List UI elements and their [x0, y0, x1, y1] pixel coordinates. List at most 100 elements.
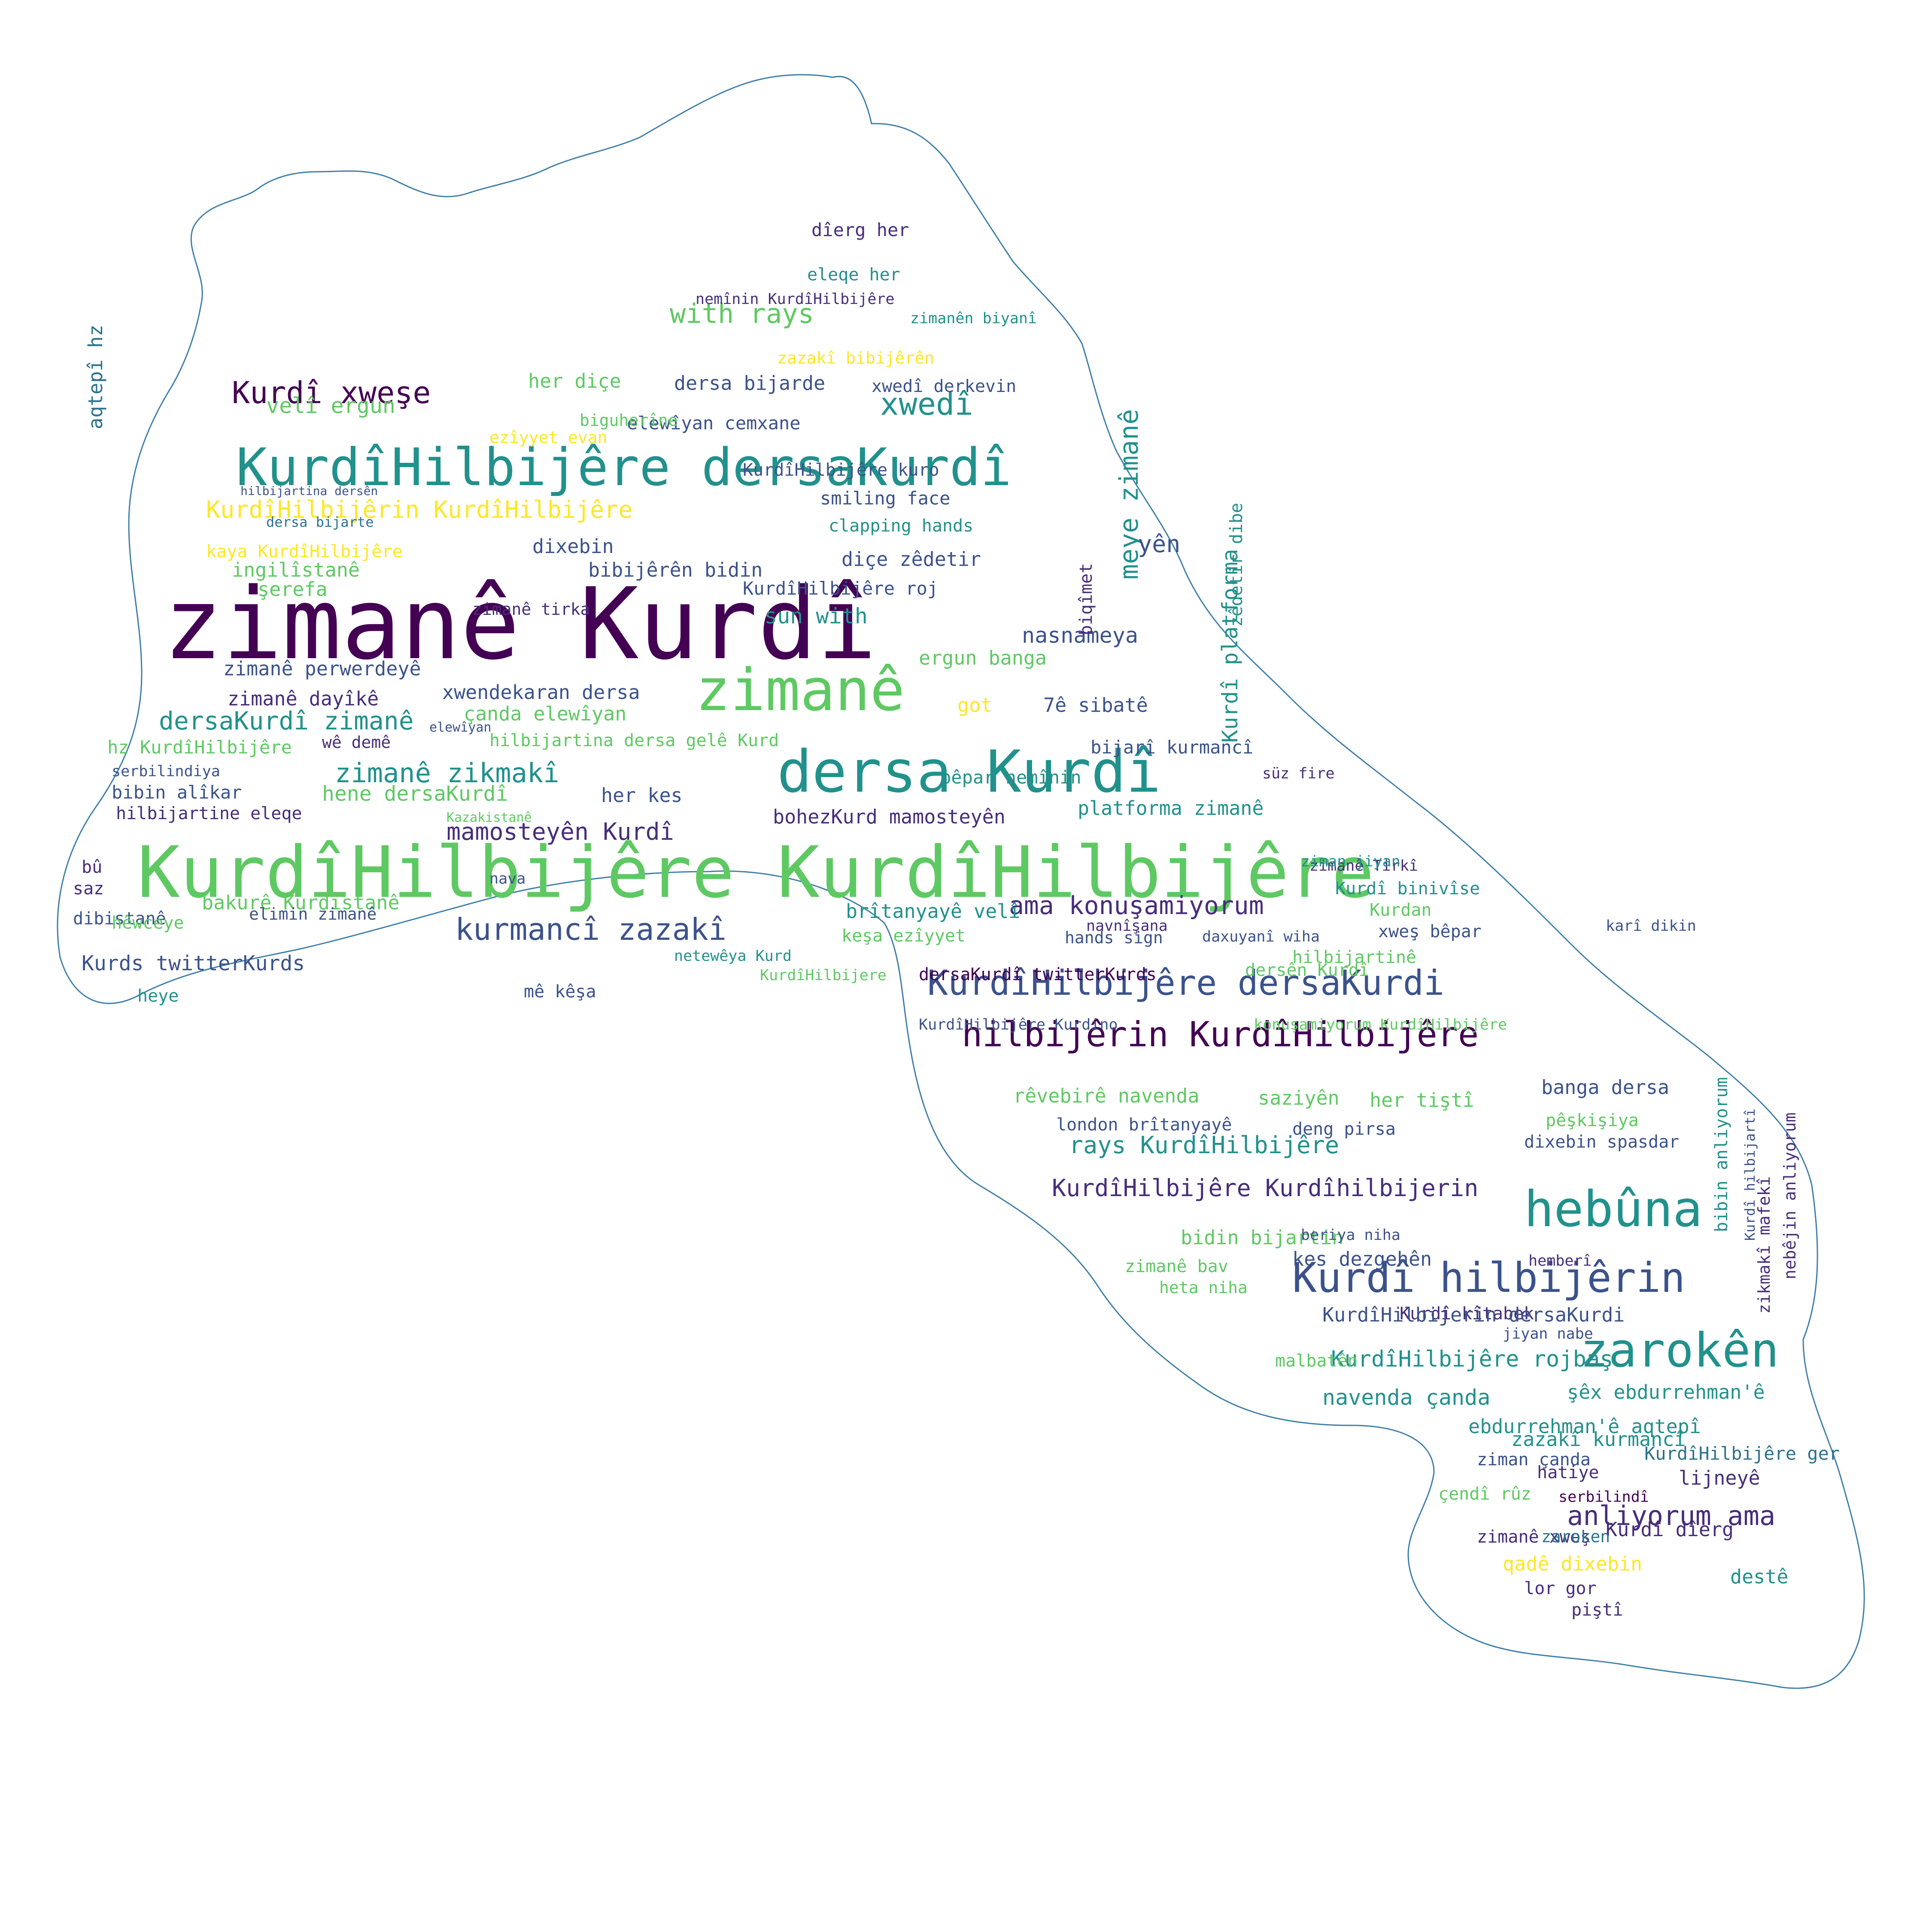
cloud-word: dersaKurdî zimanê [159, 706, 414, 735]
cloud-word: zimanê tirka [472, 600, 590, 619]
cloud-word: navenda çanda [1322, 1385, 1491, 1410]
cloud-word: bibin anliyorum [1712, 1077, 1732, 1232]
cloud-word: elimin zimanê [249, 905, 377, 923]
cloud-word: bû [82, 857, 103, 877]
cloud-word: hebûna [1524, 1181, 1703, 1238]
cloud-word: KurdîHilbijêre Kurdîhilbijerin [1052, 1174, 1479, 1202]
cloud-word: dersa bijarde [674, 372, 826, 395]
cloud-word: netewêya Kurd [674, 948, 792, 965]
cloud-word: diçe zêdetir [841, 548, 981, 571]
cloud-word: 7ê sibatê [1043, 694, 1148, 717]
cloud-word: bibin alîkar [112, 782, 242, 803]
cloud-word: her diçe [528, 370, 621, 392]
cloud-word: KurdîHilbijêre Kurdino [919, 1016, 1118, 1033]
cloud-word: kes dezgehên [1292, 1248, 1432, 1270]
cloud-word: bidin bijartin [1181, 1226, 1344, 1249]
cloud-word: zaroken [1541, 1527, 1610, 1546]
cloud-word: hz KurdîHilbijêre [107, 737, 292, 758]
cloud-word: dersa Kurdî [777, 738, 1161, 805]
cloud-word: zimanê perwerdeyê [223, 657, 421, 680]
cloud-word: dersa bijarte [266, 514, 374, 530]
cloud-word: aqtepî hz [84, 325, 107, 429]
cloud-word: nebêjin anliyorum [1780, 1112, 1799, 1279]
cloud-word: Kurdî kîtabek [1400, 1304, 1534, 1324]
cloud-word: bohezKurd mamosteyên [773, 805, 1005, 828]
cloud-word: KurdîHilbijerin dersaKurdi [1322, 1303, 1625, 1326]
cloud-word: KurdîHilbijêre kuro [743, 460, 939, 480]
cloud-word: zazakî kurmancî [1511, 1428, 1686, 1451]
cloud-word: yên [1138, 530, 1181, 558]
cloud-word: zazakî bibijêrên [777, 349, 935, 368]
cloud-word: karî dikin [1606, 917, 1696, 935]
cloud-word: zarokên [1580, 1323, 1779, 1378]
cloud-word: xwedî derkevin [872, 377, 1017, 396]
cloud-word: dersên Kurdî [1245, 960, 1369, 980]
cloud-word: zimanê [696, 656, 905, 724]
cloud-word: zêdetir dibe [1227, 503, 1246, 627]
cloud-word: Kurdan [1370, 900, 1432, 920]
cloud-word: zimanê dayîkê [228, 687, 379, 710]
cloud-word: biguherîne [580, 411, 678, 430]
cloud-word: şerefa [258, 578, 328, 601]
cloud-word: çendî rûz [1438, 1484, 1531, 1504]
cloud-word: velî ergun [266, 393, 396, 418]
cloud-word: serbilindiya [112, 763, 220, 780]
cloud-word: navnîşana [1086, 917, 1168, 935]
cloud-word: dersaKurdî twitterKurds [919, 965, 1157, 984]
cloud-word: brîtanyayê velî [846, 900, 1021, 923]
cloud-word: hemberî [1528, 1252, 1592, 1270]
cloud-word: banga dersa [1541, 1076, 1670, 1099]
cloud-word: hilbijartina dersa gelê Kurd [489, 731, 779, 750]
cloud-word: kurmancî zazakî [455, 912, 727, 947]
cloud-word: sun with [764, 604, 868, 629]
cloud-word: her tiştî [1370, 1089, 1474, 1112]
cloud-word: bêpar nemînin [940, 767, 1081, 788]
cloud-word: hilbijartinê [1292, 948, 1416, 967]
cloud-word: dixebin spasdar [1524, 1132, 1680, 1152]
cloud-word: keşa ezîyyet [841, 926, 966, 946]
cloud-word: beriya niha [1301, 1227, 1400, 1244]
cloud-word: saziyên [1258, 1087, 1340, 1109]
cloud-word: pêşkişiya [1546, 1111, 1639, 1130]
cloud-word: lijneyê [1679, 1467, 1760, 1489]
cloud-word: ziman jiyan [1301, 853, 1400, 870]
cloud-word: KurdîHilbijêre roj [743, 578, 939, 599]
cloud-word: elewîyan [429, 720, 492, 735]
cloud-word: bijarî kurmancî [1091, 737, 1254, 758]
cloud-word: şêx ebdurrehman'ê [1567, 1381, 1765, 1403]
cloud-word: Kurds twitterKurds [82, 951, 305, 975]
cloud-word: ezîyyet evan [489, 428, 608, 447]
cloud-word: xwendekaran dersa [442, 681, 640, 704]
cloud-word: daxuyanî wiha [1202, 928, 1320, 945]
cloud-word: dixebin [532, 535, 614, 558]
cloud-word: Kurdî hilbijartî [1742, 1108, 1758, 1241]
cloud-word: ama konuşamiyorum [1009, 891, 1264, 920]
cloud-word: zimanê Kurdî [163, 567, 877, 682]
cloud-word: KurdîHilbijere [760, 967, 887, 984]
cloud-word: piştî [1571, 1600, 1623, 1620]
cloud-word: dibistanê [73, 909, 166, 929]
cloud-word: KurdîHilbijêre ger [1644, 1443, 1840, 1464]
cloud-word: hilbijartine eleqe [116, 804, 302, 823]
cloud-word: hilbijartina dersên [240, 484, 378, 498]
cloud-word: london brîtanyayê [1056, 1115, 1232, 1135]
cloud-word: Kurdî binivîse [1335, 879, 1480, 899]
cloud-word: hilbijêrin KurdîHilbijêre [962, 1015, 1479, 1054]
cloud-word: nava [489, 870, 526, 887]
cloud-word: KurdîHilbijêre KurdîHilbijêre [137, 831, 1374, 914]
cloud-word: zimanê Tirkî [1309, 857, 1418, 875]
cloud-word: KurdîHilbijêre dersaKurdi [927, 963, 1445, 1003]
cloud-word: ebdurrehman'ê aqtepî [1468, 1415, 1701, 1438]
cloud-word: bakurê Kurdistanê [202, 891, 400, 914]
cloud-word: süz fire [1262, 765, 1335, 782]
cloud-word: wê demê [322, 733, 391, 752]
cloud-word: ergun banga [919, 647, 1047, 669]
cloud-word: Kurdî hilbijêrin [1292, 1255, 1686, 1302]
cloud-word: saz [73, 879, 104, 899]
cloud-word: deng pirsa [1292, 1119, 1396, 1139]
cloud-word: ziman çanda [1477, 1450, 1591, 1470]
cloud-word: mamosteyên Kurdî [447, 818, 674, 845]
cloud-word: her kes [601, 784, 683, 807]
